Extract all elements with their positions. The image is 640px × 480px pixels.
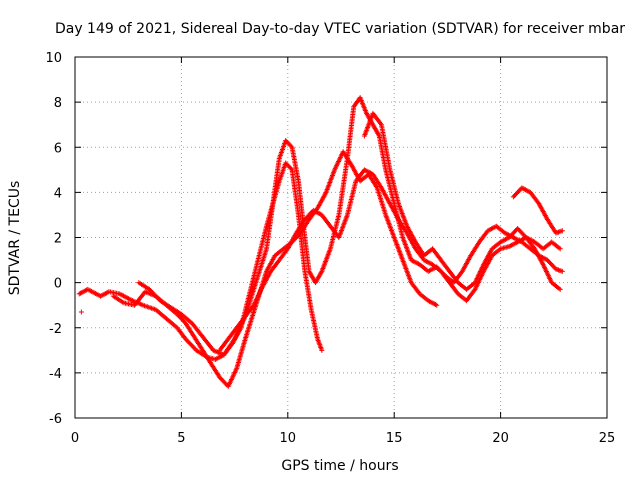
x-tick-label: 10 xyxy=(280,431,297,446)
y-tick-label: -2 xyxy=(49,322,62,337)
tick-labels: 0 5 10 15 20 25 -6 -4 -2 0 2 4 6 8 10 xyxy=(45,51,615,446)
tick-marks xyxy=(74,56,608,419)
series-track-6 xyxy=(510,185,565,236)
y-tick-label: 10 xyxy=(45,51,62,66)
data-point xyxy=(559,268,565,274)
y-tick-label: 2 xyxy=(54,232,62,247)
data-point xyxy=(434,302,440,308)
data-points xyxy=(76,95,565,389)
series-track-7 xyxy=(78,309,84,315)
data-point xyxy=(557,286,563,292)
chart-title: Day 149 of 2021, Sidereal Day-to-day VTE… xyxy=(55,21,625,37)
y-tick-label: 6 xyxy=(54,141,62,156)
y-tick-label: 8 xyxy=(54,96,62,111)
series-track-5 xyxy=(361,110,563,292)
x-tick-label: 0 xyxy=(71,431,79,446)
x-tick-label: 20 xyxy=(492,431,509,446)
series-track-4 xyxy=(217,167,563,353)
x-axis-label: GPS time / hours xyxy=(281,458,398,474)
data-point xyxy=(559,228,565,234)
data-point xyxy=(288,143,294,149)
y-tick-label: 4 xyxy=(54,186,62,201)
y-tick-label: -6 xyxy=(49,412,62,427)
y-axis-label: SDTVAR / TECUs xyxy=(7,181,23,296)
x-tick-label: 5 xyxy=(177,431,185,446)
data-point xyxy=(319,347,325,353)
x-tick-label: 15 xyxy=(386,431,403,446)
data-point xyxy=(78,309,84,315)
data-point xyxy=(557,246,563,252)
y-tick-label: 0 xyxy=(54,277,62,292)
data-point xyxy=(288,166,294,172)
grid xyxy=(75,57,607,418)
y-tick-label: -4 xyxy=(49,367,62,382)
x-tick-label: 25 xyxy=(599,431,616,446)
